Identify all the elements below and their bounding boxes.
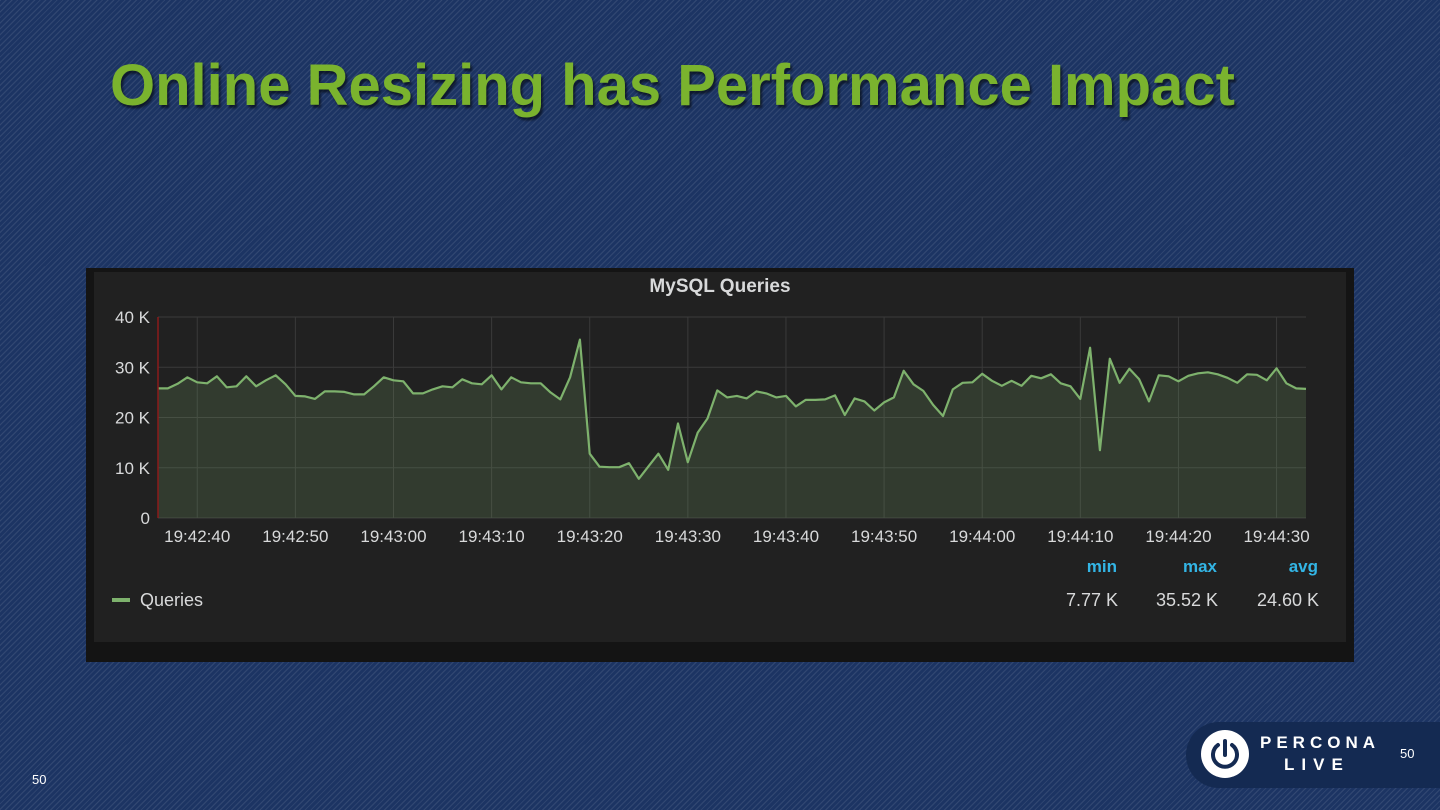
percona-live-logo: PERCONA LIVE 50 [1186, 722, 1440, 788]
x-tick-label: 19:43:30 [655, 527, 721, 546]
x-tick-label: 19:42:50 [262, 527, 328, 546]
x-tick-label: 19:43:50 [851, 527, 917, 546]
chart-grid [158, 316, 1306, 519]
y-tick-label: 30 K [115, 358, 151, 377]
stat-value-min: 7.77 K [1066, 590, 1118, 610]
slide-title: Online Resizing has Performance Impact [110, 53, 1235, 118]
x-tick-label: 19:43:00 [360, 527, 426, 546]
y-tick-label: 20 K [115, 409, 151, 428]
chart-panel: MySQL Queries 0 10 K 20 K 30 K 40 K 19:42:40… [86, 268, 1354, 662]
legend-swatch [112, 598, 130, 602]
stat-value-avg: 24.60 K [1257, 590, 1319, 610]
page-number-logo: 50 [1400, 746, 1415, 761]
x-tick-label: 19:43:20 [557, 527, 623, 546]
x-tick-label: 19:43:10 [459, 527, 525, 546]
stat-header-max[interactable]: max [1183, 557, 1218, 576]
x-axis: 19:42:40 19:42:50 19:43:00 19:43:10 19:43:20… [164, 527, 1310, 546]
logo-word-live: LIVE [1284, 755, 1350, 774]
stat-header-avg[interactable]: avg [1289, 557, 1318, 576]
series-line-queries [158, 338, 1307, 480]
page-number: 50 [32, 772, 47, 787]
x-tick-label: 19:42:40 [164, 527, 230, 546]
x-tick-label: 19:44:10 [1047, 527, 1113, 546]
chart-title: MySQL Queries [649, 276, 790, 297]
stat-header-min[interactable]: min [1087, 557, 1117, 576]
stat-value-max: 35.52 K [1156, 590, 1218, 610]
y-axis: 0 10 K 20 K 30 K 40 K [115, 308, 151, 528]
x-tick-label: 19:44:30 [1243, 527, 1309, 546]
y-tick-label: 0 [141, 509, 150, 528]
y-tick-label: 40 K [115, 308, 151, 327]
series-area-queries [158, 339, 1306, 518]
logo-word-percona: PERCONA [1260, 733, 1381, 752]
x-tick-label: 19:44:00 [949, 527, 1015, 546]
x-tick-label: 19:44:20 [1145, 527, 1211, 546]
chart-panel-body: MySQL Queries 0 10 K 20 K 30 K 40 K 19:42:40… [94, 272, 1346, 642]
legend-item-queries[interactable]: Queries [112, 590, 203, 610]
y-tick-label: 10 K [115, 459, 151, 478]
legend-label: Queries [140, 590, 203, 610]
mysql-queries-chart: MySQL Queries 0 10 K 20 K 30 K 40 K 19:42:40… [112, 276, 1319, 610]
power-icon [1201, 730, 1249, 778]
x-tick-label: 19:43:40 [753, 527, 819, 546]
